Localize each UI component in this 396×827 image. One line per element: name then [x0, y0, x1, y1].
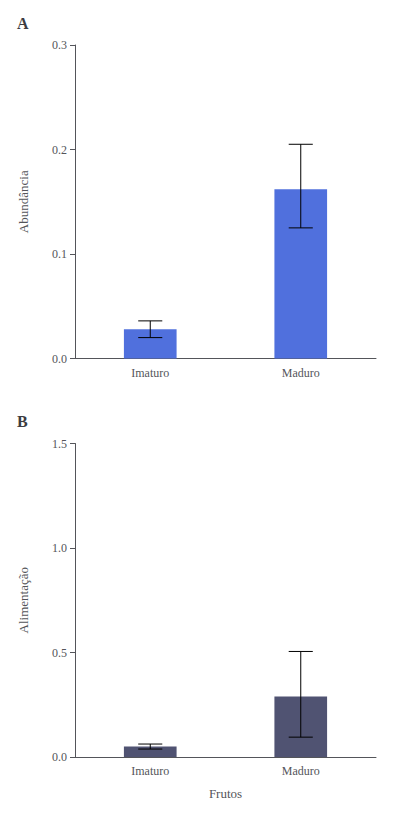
- svg-text:Imaturo: Imaturo: [131, 366, 169, 380]
- svg-text:0.5: 0.5: [52, 646, 67, 660]
- svg-text:0.1: 0.1: [52, 247, 67, 261]
- svg-text:Maduro: Maduro: [282, 764, 320, 778]
- svg-text:Alimentação: Alimentação: [16, 567, 31, 633]
- svg-text:Frutos: Frutos: [209, 786, 242, 801]
- svg-text:1.0: 1.0: [52, 541, 67, 555]
- svg-text:1.5: 1.5: [52, 437, 67, 451]
- svg-text:0.3: 0.3: [52, 38, 67, 52]
- svg-text:B: B: [17, 413, 28, 430]
- svg-text:0.2: 0.2: [52, 143, 67, 157]
- svg-text:Maduro: Maduro: [282, 366, 320, 380]
- svg-text:A: A: [17, 15, 29, 32]
- svg-text:Abundância: Abundância: [16, 170, 31, 233]
- svg-text:0.0: 0.0: [52, 352, 67, 366]
- svg-text:0.0: 0.0: [52, 750, 67, 764]
- svg-text:Imaturo: Imaturo: [131, 764, 169, 778]
